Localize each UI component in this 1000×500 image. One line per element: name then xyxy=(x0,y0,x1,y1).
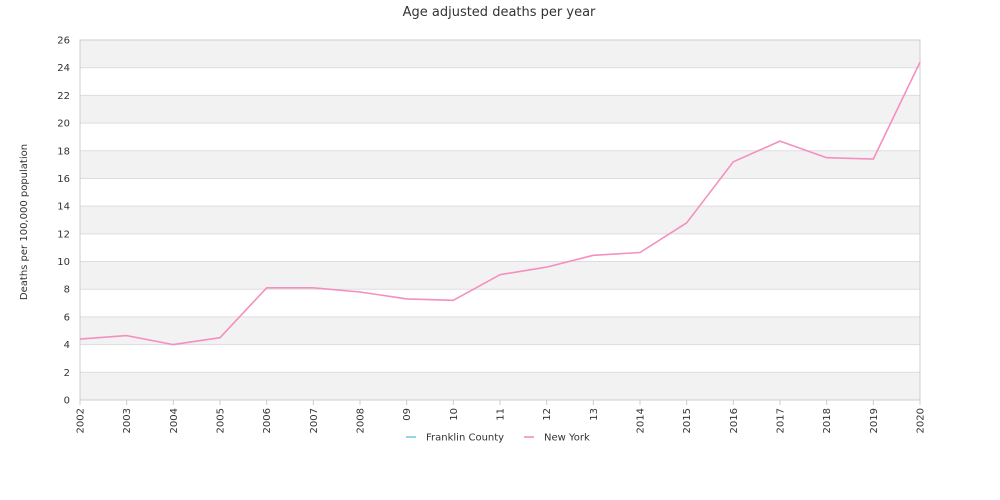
x-tick-label: 2002 xyxy=(76,408,87,433)
x-tick-label: 12 xyxy=(542,408,553,421)
x-tick-label: 2016 xyxy=(729,408,740,433)
y-tick-label: 2 xyxy=(64,368,70,379)
grid-band xyxy=(80,372,920,400)
y-tick-label: 0 xyxy=(64,396,70,407)
x-tick-label: 2006 xyxy=(262,408,273,433)
x-tick-label: 2003 xyxy=(122,408,133,433)
y-tick-label: 12 xyxy=(57,229,70,240)
y-tick-label: 16 xyxy=(57,174,70,185)
grid-band xyxy=(80,95,920,124)
grid-band xyxy=(80,150,920,179)
x-tick-label: 2018 xyxy=(822,408,833,433)
series-line-new-york xyxy=(79,61,921,346)
grid-band xyxy=(80,316,920,345)
legend-label: New York xyxy=(544,433,590,444)
x-tick-label: 2008 xyxy=(356,408,367,433)
x-tick-label: 2005 xyxy=(216,408,227,433)
chart-title: Age adjusted deaths per year xyxy=(403,5,596,20)
x-tick-label: 09 xyxy=(402,408,413,421)
y-tick-label: 22 xyxy=(57,91,70,102)
y-tick-label: 10 xyxy=(57,257,70,268)
x-tick-label: 2017 xyxy=(776,408,787,433)
grid-band xyxy=(80,40,920,68)
x-tick-label: 2020 xyxy=(916,408,927,433)
grid-band xyxy=(80,206,920,234)
y-tick-label: 8 xyxy=(64,285,70,296)
y-tick-label: 4 xyxy=(64,340,70,351)
x-tick-label: 11 xyxy=(496,408,507,421)
legend: Franklin County New York xyxy=(406,433,590,444)
legend-label: Franklin County xyxy=(426,433,504,444)
x-tick-label: 13 xyxy=(589,408,600,421)
x-tick-label: 2007 xyxy=(309,408,320,433)
y-tick-label: 20 xyxy=(57,119,70,130)
x-tick-label: 2004 xyxy=(169,408,180,433)
x-tick-label: 2014 xyxy=(636,408,647,433)
y-tick-label: 26 xyxy=(57,36,70,47)
grid-lines xyxy=(80,39,920,401)
x-tick-label: 10 xyxy=(449,408,460,421)
y-tick-label: 6 xyxy=(64,312,70,323)
y-axis-label: Deaths per 100,000 population xyxy=(19,144,30,300)
y-tick-label: 18 xyxy=(57,146,70,157)
y-tick-label: 14 xyxy=(57,202,70,213)
series-lines xyxy=(79,61,921,346)
x-axis-ticks: 2002 2003 2004 2005 2006 2007 2008 09 10 11 12 13 20… xyxy=(76,400,927,433)
x-tick-label: 2015 xyxy=(682,408,693,433)
x-tick-label: 2019 xyxy=(869,408,880,433)
grid-bands xyxy=(80,40,920,400)
y-tick-label: 24 xyxy=(57,63,70,74)
